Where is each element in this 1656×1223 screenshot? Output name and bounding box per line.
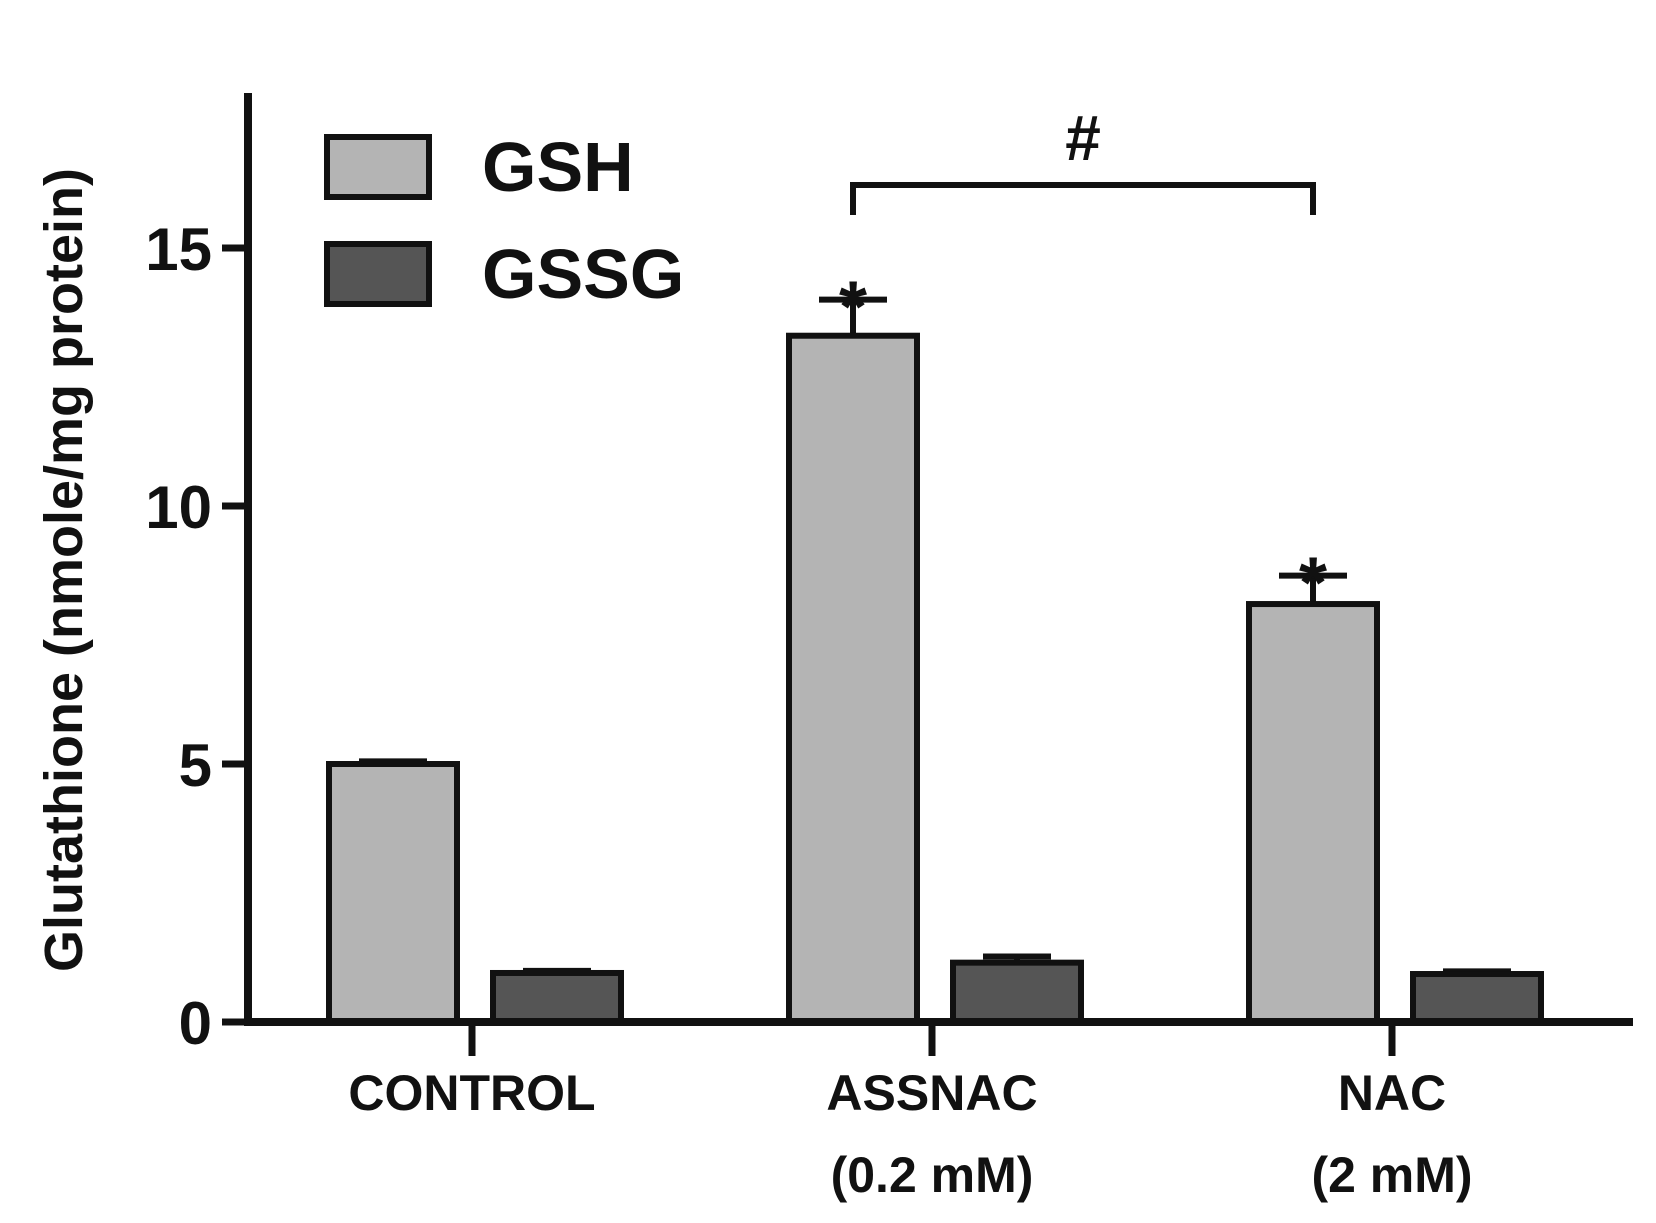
legend-swatch-gssg: [324, 241, 432, 307]
x-tick-sublabel-2: (2 mM): [1311, 1147, 1472, 1203]
significance-star-1: *: [1299, 544, 1327, 624]
legend-swatch-gsh: [324, 134, 432, 200]
legend-label-gssg: GSSG: [482, 235, 684, 313]
x-tick-label-2: NAC: [1338, 1065, 1446, 1121]
x-tick-label-0: CONTROL: [348, 1065, 595, 1121]
bar-gssg-0: [490, 969, 624, 1025]
axes-group: 0 5 10 15 CONTROL ASSNAC (0.2 mM) NAC (2 mM): [145, 93, 1633, 1203]
annotations-group: * * #: [839, 102, 1327, 624]
y-tick-label-15: 15: [145, 216, 212, 283]
bar-gsh-1: [786, 332, 920, 1026]
legend: GSH GSSG: [324, 128, 684, 313]
bar-gssg-2: [1410, 971, 1544, 1026]
y-tick-label-10: 10: [145, 474, 212, 541]
legend-label-gsh: GSH: [482, 128, 634, 206]
bars-group: [326, 296, 1544, 1026]
bar-gsh-2: [1246, 601, 1380, 1025]
y-axis-label: Glutathione (nmole/mg protein): [34, 168, 94, 972]
y-tick-label-5: 5: [179, 732, 212, 799]
x-tick-label-1: ASSNAC: [826, 1065, 1037, 1121]
bracket-label: #: [1065, 102, 1101, 174]
y-tick-label-0: 0: [179, 990, 212, 1057]
bar-gssg-1: [950, 959, 1084, 1025]
significance-star-0: *: [839, 268, 867, 348]
bar-gsh-0: [326, 761, 460, 1025]
comparison-bracket: [850, 182, 1316, 215]
x-tick-sublabel-1: (0.2 mM): [831, 1147, 1034, 1203]
